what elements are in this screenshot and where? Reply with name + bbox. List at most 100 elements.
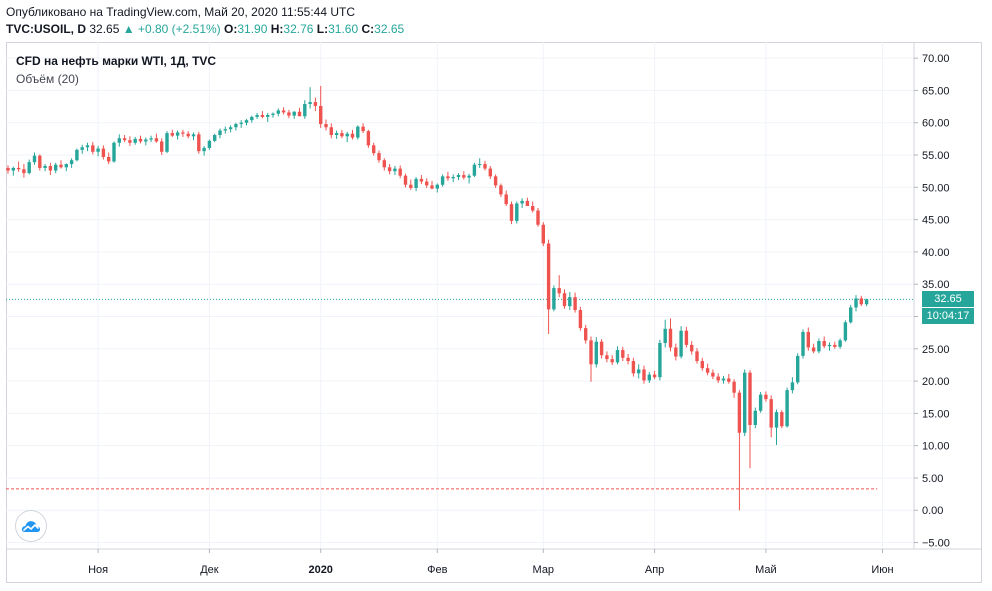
price-chart[interactable]: 70.00 65.00 60.00 55.00 50.00 45.00 40.00 35.00… bbox=[6, 42, 982, 583]
candle-body bbox=[849, 307, 853, 323]
candle-body bbox=[340, 133, 344, 137]
candle-body bbox=[133, 138, 137, 143]
candle-body bbox=[122, 138, 127, 141]
candle-body bbox=[38, 155, 42, 168]
candle-body bbox=[478, 164, 482, 166]
candle-body bbox=[138, 138, 143, 142]
candle-body bbox=[112, 142, 116, 162]
time-tick-label: Мар bbox=[533, 564, 555, 576]
candle-body bbox=[69, 160, 74, 165]
candle-body bbox=[165, 133, 169, 152]
candle-body bbox=[266, 114, 270, 117]
candle-body bbox=[515, 203, 519, 221]
candle-body bbox=[250, 116, 254, 121]
candle-body bbox=[637, 369, 641, 374]
close-value: 32.65 bbox=[374, 22, 405, 36]
open-value: 31.90 bbox=[237, 22, 268, 36]
price-tick-label: 35.00 bbox=[922, 279, 950, 291]
candle-body bbox=[690, 344, 694, 352]
candle-body bbox=[430, 185, 434, 189]
candle-body bbox=[22, 169, 26, 174]
candle-body bbox=[91, 145, 95, 152]
candle-body bbox=[398, 168, 402, 176]
high-label: H: bbox=[270, 22, 284, 36]
candle-body bbox=[186, 133, 190, 137]
candle-body bbox=[6, 167, 10, 171]
candle-body bbox=[817, 341, 821, 352]
candle-body bbox=[218, 130, 222, 136]
candle-body bbox=[796, 355, 800, 383]
grid-lines bbox=[6, 42, 914, 549]
candle-body bbox=[626, 357, 630, 362]
candle-body bbox=[679, 330, 683, 357]
price-tick-label: 70.00 bbox=[922, 53, 950, 65]
candle-body bbox=[54, 164, 58, 171]
candle-body bbox=[854, 298, 858, 308]
candle-body bbox=[615, 350, 620, 363]
candle-body bbox=[414, 178, 418, 188]
candle-body bbox=[674, 347, 678, 357]
time-axis[interactable]: Ноя Дек 2020 Фев Мар Апр Май Июн bbox=[88, 549, 894, 576]
candles bbox=[6, 85, 869, 511]
candle-body bbox=[748, 372, 752, 425]
candle-body bbox=[223, 129, 227, 131]
time-tick-label: Май bbox=[755, 564, 777, 576]
candle-body bbox=[440, 176, 445, 185]
candle-body bbox=[239, 122, 243, 125]
candle-body bbox=[642, 369, 646, 381]
candle-body bbox=[546, 243, 551, 310]
candle-body bbox=[753, 410, 757, 425]
candle-body bbox=[419, 178, 424, 182]
candle-body bbox=[297, 111, 302, 117]
candle-body bbox=[541, 224, 545, 244]
price-tick-label: 0.00 bbox=[922, 505, 943, 517]
candle-body bbox=[573, 297, 577, 311]
candle-body bbox=[811, 347, 816, 352]
tradingview-logo-button[interactable] bbox=[16, 511, 46, 541]
price-level-lines bbox=[6, 298, 914, 490]
price-axis[interactable]: 70.00 65.00 60.00 55.00 50.00 45.00 40.00 35.00… bbox=[914, 53, 950, 550]
candle-body bbox=[27, 162, 31, 174]
candle-body bbox=[806, 331, 810, 348]
candle-body bbox=[260, 114, 265, 117]
candle-body bbox=[319, 105, 323, 125]
candle-body bbox=[409, 184, 413, 188]
candle-body bbox=[758, 394, 763, 411]
price-tick-label: 60.00 bbox=[922, 118, 950, 130]
candle-body bbox=[727, 378, 731, 382]
candle-body bbox=[403, 175, 408, 185]
time-tick-label: Апр bbox=[645, 564, 664, 576]
candle-body bbox=[96, 148, 100, 152]
candle-body bbox=[584, 328, 588, 341]
candle-body bbox=[11, 167, 15, 171]
candle-body bbox=[313, 102, 318, 106]
candle-body bbox=[520, 200, 524, 204]
candle-body bbox=[705, 368, 710, 373]
candle-body bbox=[493, 176, 498, 186]
candle-body bbox=[769, 399, 773, 428]
series-title[interactable]: CFD на нефть марки WTI, 1Д, TVC bbox=[16, 54, 217, 68]
candle-body bbox=[213, 135, 217, 141]
candle-body bbox=[387, 167, 392, 172]
candle-body bbox=[85, 145, 90, 148]
candle-body bbox=[361, 126, 365, 132]
candle-body bbox=[531, 206, 535, 211]
candle-body bbox=[827, 344, 832, 347]
candle-body bbox=[552, 288, 556, 310]
candle-body bbox=[658, 342, 662, 378]
price-tick-label: 40.00 bbox=[922, 247, 950, 259]
candle-body bbox=[483, 164, 487, 169]
candle-body bbox=[562, 293, 567, 307]
price-tick-label: 10.00 bbox=[922, 441, 950, 453]
candle-body bbox=[599, 341, 604, 356]
close-label: C: bbox=[361, 22, 375, 36]
candle-body bbox=[160, 141, 164, 152]
candle-body bbox=[366, 131, 371, 146]
price-tick-label: 15.00 bbox=[922, 408, 950, 420]
volume-indicator-label[interactable]: Объём (20) bbox=[16, 72, 79, 86]
candle-body bbox=[467, 175, 471, 178]
candle-body bbox=[610, 359, 614, 363]
time-tick-label: Дек bbox=[200, 564, 219, 576]
low-label: L: bbox=[316, 22, 329, 36]
candle-body bbox=[170, 133, 174, 136]
